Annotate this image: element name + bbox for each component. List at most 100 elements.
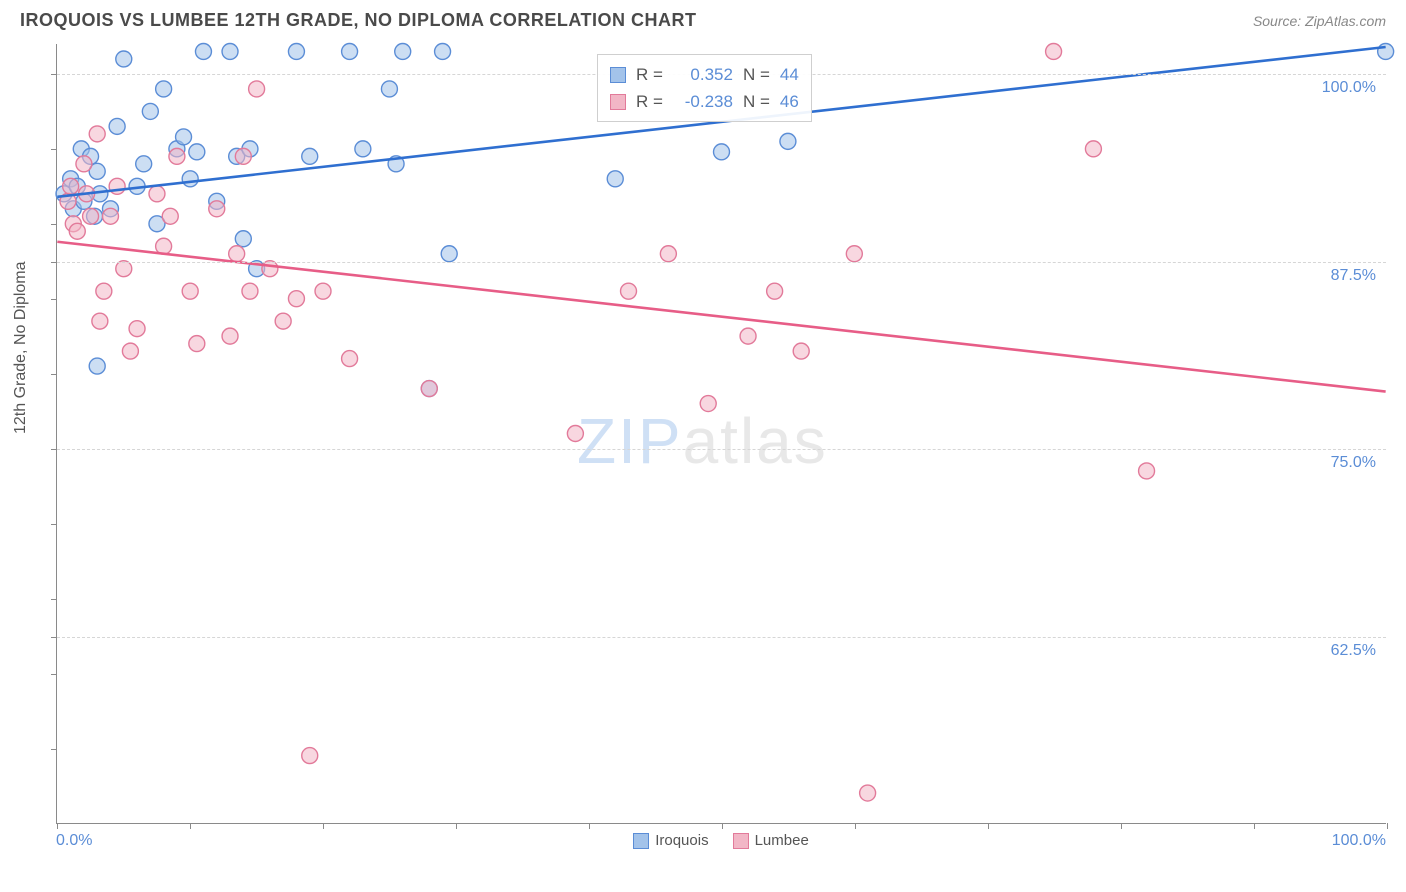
data-point xyxy=(182,171,198,187)
data-point xyxy=(660,246,676,262)
stats-row: R = -0.238 N = 46 xyxy=(610,88,799,115)
data-point xyxy=(92,313,108,329)
data-point xyxy=(607,171,623,187)
data-point xyxy=(109,118,125,134)
y-axis-title: 12th Grade, No Diploma xyxy=(12,261,30,434)
stats-row: R =0.352N =44 xyxy=(610,61,799,88)
data-point xyxy=(342,44,358,60)
y-minor-tick xyxy=(51,224,57,225)
stats-swatch xyxy=(610,94,626,110)
y-minor-tick xyxy=(51,674,57,675)
data-point xyxy=(63,178,79,194)
data-point xyxy=(122,343,138,359)
data-point xyxy=(102,208,118,224)
data-point xyxy=(189,336,205,352)
y-tick xyxy=(51,637,57,638)
data-point xyxy=(189,144,205,160)
data-point xyxy=(169,148,185,164)
x-tick xyxy=(1387,823,1388,829)
legend-label: Iroquois xyxy=(655,832,708,849)
data-point xyxy=(222,44,238,60)
data-point xyxy=(846,246,862,262)
data-point xyxy=(275,313,291,329)
x-tick xyxy=(1121,823,1122,829)
gridline xyxy=(57,637,1386,638)
data-point xyxy=(142,103,158,119)
stats-n-value: 44 xyxy=(780,61,799,88)
stats-box: R =0.352N =44R =-0.238N =46 xyxy=(597,54,812,122)
stats-n-label: N = xyxy=(743,61,770,88)
x-tick xyxy=(722,823,723,829)
legend-swatch xyxy=(633,833,649,849)
x-tick xyxy=(589,823,590,829)
data-point xyxy=(767,283,783,299)
y-tick xyxy=(51,74,57,75)
data-point xyxy=(149,186,165,202)
stats-n-label: N = xyxy=(743,88,770,115)
data-point xyxy=(176,129,192,145)
data-point xyxy=(1139,463,1155,479)
y-minor-tick xyxy=(51,524,57,525)
regression-line xyxy=(57,242,1385,392)
data-point xyxy=(381,81,397,97)
data-point xyxy=(714,144,730,160)
scatter-plot-svg xyxy=(57,44,1386,823)
data-point xyxy=(302,148,318,164)
legend-swatch xyxy=(733,833,749,849)
data-point xyxy=(780,133,796,149)
y-minor-tick xyxy=(51,299,57,300)
data-point xyxy=(315,283,331,299)
chart-header: IROQUOIS VS LUMBEE 12TH GRADE, NO DIPLOM… xyxy=(0,0,1406,39)
chart-source: Source: ZipAtlas.com xyxy=(1253,13,1386,29)
data-point xyxy=(76,156,92,172)
legend-item: Lumbee xyxy=(733,832,809,849)
y-tick-label: 75.0% xyxy=(1331,454,1376,472)
data-point xyxy=(621,283,637,299)
stats-r-label: R = xyxy=(636,88,663,115)
data-point xyxy=(116,51,132,67)
data-point xyxy=(222,328,238,344)
data-point xyxy=(342,351,358,367)
stats-r-label: R = xyxy=(636,61,663,88)
data-point xyxy=(793,343,809,359)
legend-label: Lumbee xyxy=(755,832,809,849)
stats-r-value: -0.238 xyxy=(673,88,733,115)
data-point xyxy=(441,246,457,262)
x-tick xyxy=(855,823,856,829)
data-point xyxy=(229,246,245,262)
x-tick xyxy=(988,823,989,829)
data-point xyxy=(302,748,318,764)
y-tick xyxy=(51,262,57,263)
stats-n-value: 46 xyxy=(780,88,799,115)
y-minor-tick xyxy=(51,374,57,375)
legend-item: Iroquois xyxy=(633,832,708,849)
data-point xyxy=(435,44,451,60)
gridline xyxy=(57,449,1386,450)
x-tick xyxy=(323,823,324,829)
y-minor-tick xyxy=(51,749,57,750)
chart-title: IROQUOIS VS LUMBEE 12TH GRADE, NO DIPLOM… xyxy=(20,10,697,31)
data-point xyxy=(288,44,304,60)
data-point xyxy=(249,81,265,97)
stats-swatch xyxy=(610,67,626,83)
data-point xyxy=(156,81,172,97)
data-point xyxy=(136,156,152,172)
data-point xyxy=(242,283,258,299)
x-tick xyxy=(57,823,58,829)
data-point xyxy=(1378,44,1394,60)
data-point xyxy=(262,261,278,277)
x-tick xyxy=(456,823,457,829)
data-point xyxy=(567,426,583,442)
data-point xyxy=(116,261,132,277)
data-point xyxy=(288,291,304,307)
data-point xyxy=(235,148,251,164)
data-point xyxy=(195,44,211,60)
bottom-legend: Iroquois Lumbee xyxy=(56,832,1386,849)
data-point xyxy=(162,208,178,224)
chart-plot-area: ZIPatlas 62.5%75.0%87.5%100.0%R =0.352N … xyxy=(56,44,1386,824)
data-point xyxy=(89,126,105,142)
y-tick xyxy=(51,449,57,450)
data-point xyxy=(89,358,105,374)
y-tick-label: 87.5% xyxy=(1331,267,1376,285)
data-point xyxy=(182,283,198,299)
